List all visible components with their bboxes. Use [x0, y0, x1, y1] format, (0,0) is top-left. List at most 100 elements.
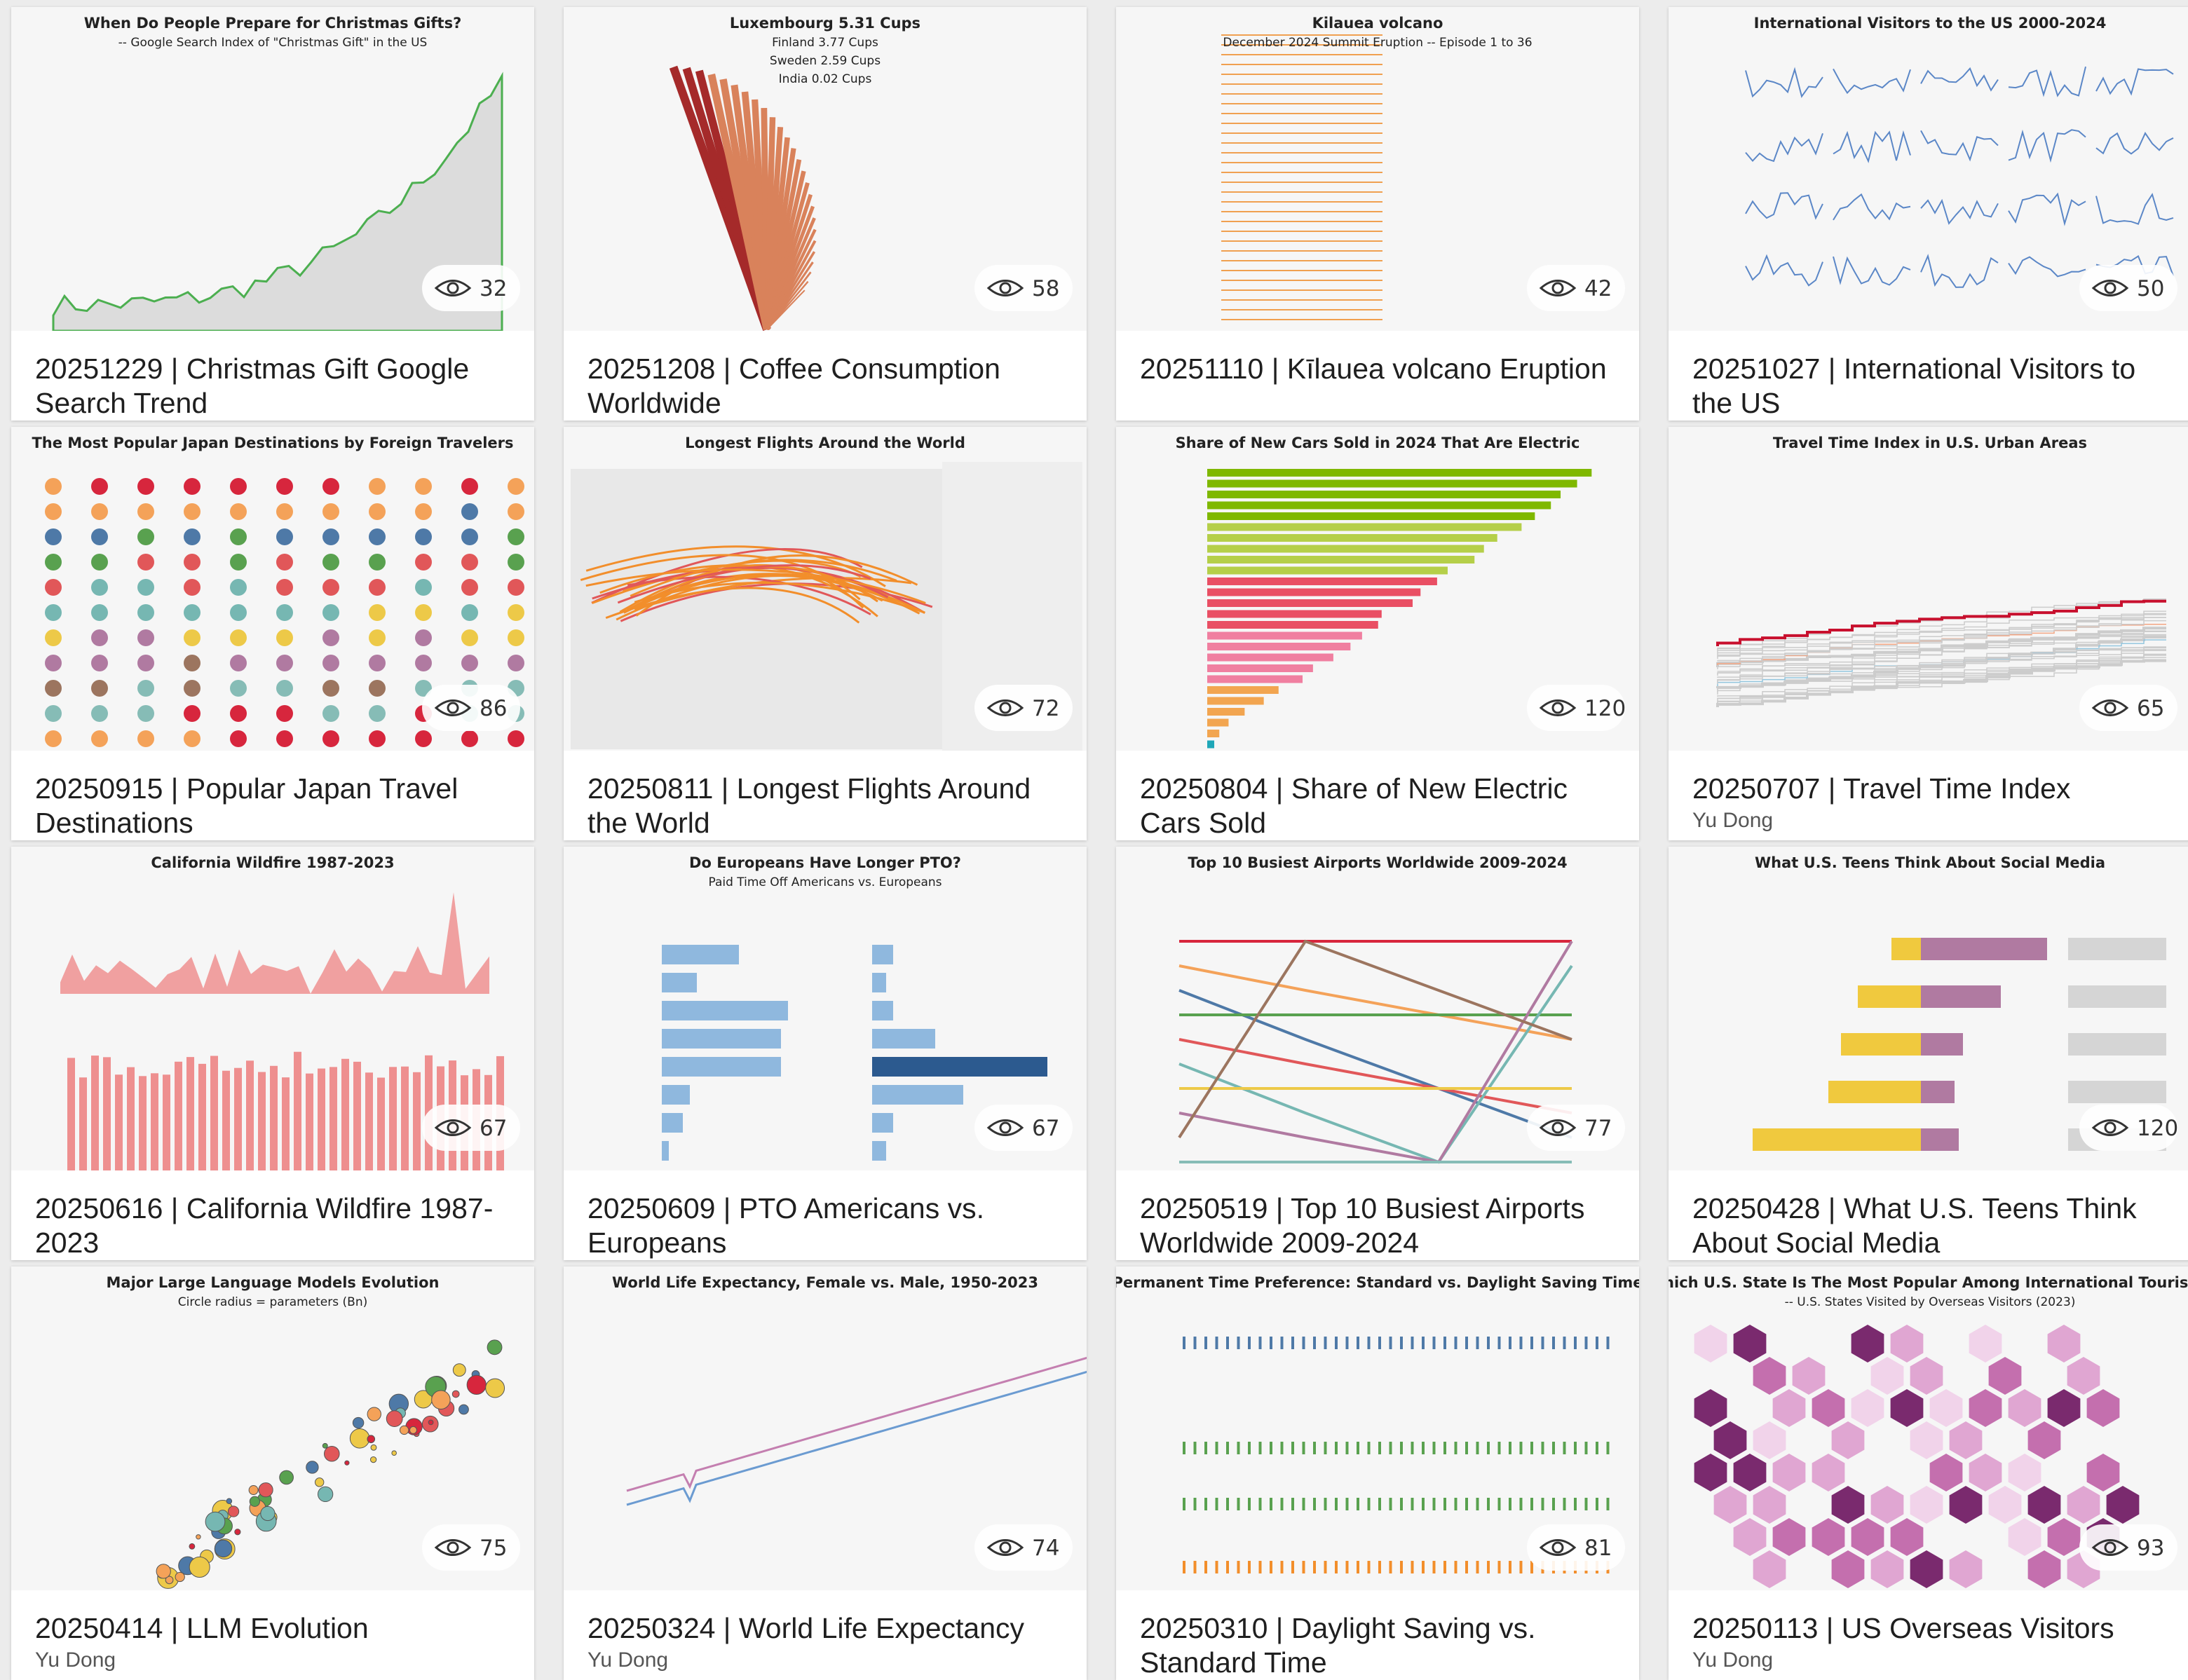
gallery-card[interactable]: Travel Time Index in U.S. Urban Areas 65 2…	[1669, 427, 2188, 840]
gallery-card[interactable]: The Most Popular Japan Destinations by F…	[11, 427, 534, 840]
person-icon	[1400, 1442, 1403, 1454]
gallery-card[interactable]: Longest Flights Around the World 72 202508…	[564, 427, 1087, 840]
dot	[461, 730, 478, 747]
person-icon	[1248, 1561, 1251, 1573]
thumbnail[interactable]: The Most Popular Japan Destinations by F…	[11, 427, 534, 751]
thumbnail[interactable]: California Wildfire 1987-2023 67	[11, 847, 534, 1170]
dot	[45, 730, 62, 747]
gallery-card[interactable]: California Wildfire 1987-2023 67 20250616 …	[11, 847, 534, 1260]
bar-shape	[1207, 479, 1577, 488]
card-title: 20250324 | World Life Expectancy	[587, 1612, 1025, 1644]
bar-shape	[1207, 653, 1333, 662]
eye-icon	[1539, 280, 1577, 296]
dot	[461, 554, 478, 571]
gallery-card[interactable]: Major Large Language Models Evolution Cir…	[11, 1266, 534, 1680]
hex	[1733, 1518, 1767, 1556]
gallery-card[interactable]: Permanent Time Preference: Standard vs. …	[1116, 1266, 1639, 1680]
bar-shape	[1753, 1128, 1921, 1151]
eye-icon	[2091, 1119, 2129, 1136]
person-icon	[1432, 1442, 1436, 1454]
dot	[137, 655, 154, 671]
gallery-card[interactable]: What U.S. Teens Think About Social Media…	[1669, 847, 2188, 1260]
gallery-card[interactable]: International Visitors to the US 2000-20…	[1669, 7, 2188, 421]
eye-pupil	[999, 702, 1012, 714]
dot	[369, 705, 386, 722]
mini-line	[1833, 130, 1911, 163]
dot	[508, 528, 524, 545]
dot	[91, 680, 108, 697]
person-icon	[1563, 1498, 1566, 1510]
dot	[91, 579, 108, 596]
bar-shape	[341, 1058, 349, 1170]
thumbnail[interactable]: Luxembourg 5.31 Cups Finland 3.77 Cups Swe…	[564, 7, 1087, 331]
person-icon	[1476, 1337, 1479, 1349]
bar-shape	[151, 1073, 158, 1170]
bubble	[260, 1505, 276, 1522]
gallery-card[interactable]: Which U.S. State Is The Most Popular Amo…	[1669, 1266, 2188, 1680]
gallery-card[interactable]: Share of New Cars Sold in 2024 That Are …	[1116, 427, 1639, 840]
flight	[580, 554, 861, 601]
thumbnail[interactable]: International Visitors to the US 2000-20…	[1669, 7, 2188, 331]
bar-shape	[662, 1001, 788, 1020]
dot	[322, 503, 339, 520]
thumbnail[interactable]: Top 10 Busiest Airports Worldwide 2009-2…	[1116, 847, 1639, 1170]
thumbnail[interactable]: World Life Expectancy, Female vs. Male, …	[564, 1266, 1087, 1590]
gallery-card[interactable]: When Do People Prepare for Christmas Gif…	[11, 7, 534, 421]
person-icon	[1465, 1337, 1468, 1349]
dot	[137, 503, 154, 520]
dot	[276, 655, 293, 671]
bubble	[189, 1556, 210, 1578]
person-icon	[1476, 1498, 1479, 1510]
gallery-card[interactable]: Kilauea volcano December 2024 Summit Erup…	[1116, 7, 1639, 421]
bar-shape	[1207, 664, 1313, 672]
dot	[45, 680, 62, 697]
gallery-card[interactable]: Luxembourg 5.31 Cups Finland 3.77 Cups Swe…	[564, 7, 1087, 421]
thumbnail[interactable]: Major Large Language Models Evolution Cir…	[11, 1266, 534, 1590]
person-icon	[1357, 1561, 1359, 1573]
person-icon	[1574, 1498, 1577, 1510]
bar-shape	[872, 1057, 1047, 1077]
person-icon	[1530, 1442, 1533, 1454]
bar-shape	[1207, 599, 1413, 607]
view-badge: 75	[422, 1524, 520, 1571]
thumbnail[interactable]: Share of New Cars Sold in 2024 That Are …	[1116, 427, 1639, 751]
gallery-card[interactable]: Do Europeans Have Longer PTO? Paid Time O…	[564, 847, 1087, 1260]
bar-shape	[1921, 938, 2047, 960]
bar-shape	[1207, 631, 1362, 640]
bubble	[369, 1456, 377, 1463]
person-icon	[1454, 1442, 1457, 1454]
dot	[91, 705, 108, 722]
thumbnail[interactable]: Permanent Time Preference: Standard vs. …	[1116, 1266, 1639, 1590]
dot	[369, 655, 386, 671]
hex	[1969, 1325, 2002, 1363]
thumbnail[interactable]: Longest Flights Around the World 72	[564, 427, 1087, 751]
gallery-card[interactable]: Top 10 Busiest Airports Worldwide 2009-2…	[1116, 847, 1639, 1260]
dot	[45, 629, 62, 646]
bar-shape	[2068, 985, 2166, 1008]
person-icon	[1237, 1561, 1240, 1573]
person-icon	[1237, 1498, 1240, 1510]
dot	[415, 503, 432, 520]
thumbnail[interactable]: When Do People Prepare for Christmas Gif…	[11, 7, 534, 331]
thumbnail[interactable]: Do Europeans Have Longer PTO? Paid Time O…	[564, 847, 1087, 1170]
thumbnail[interactable]: What U.S. Teens Think About Social Media…	[1669, 847, 2188, 1170]
thumbnail[interactable]: Kilauea volcano December 2024 Summit Erup…	[1116, 7, 1639, 331]
view-count: 32	[480, 276, 507, 301]
bar-shape	[353, 1061, 361, 1170]
person-icon	[1367, 1498, 1371, 1510]
gallery-card[interactable]: World Life Expectancy, Female vs. Male, …	[564, 1266, 1087, 1680]
thumbnail[interactable]: Which U.S. State Is The Most Popular Amo…	[1669, 1266, 2188, 1590]
person-icon	[1509, 1442, 1511, 1454]
mini-line	[1920, 130, 1999, 162]
person-icon	[1215, 1442, 1218, 1454]
bubble	[165, 1576, 174, 1585]
dot	[415, 528, 432, 545]
eye-pupil	[2104, 282, 2116, 294]
eye-pupil	[447, 1121, 459, 1134]
person-icon	[1193, 1561, 1197, 1573]
card-title: 20251027 | International Visitors to the…	[1692, 353, 2136, 419]
bar-shape	[365, 1072, 373, 1170]
thumbnail[interactable]: Travel Time Index in U.S. Urban Areas 65	[1669, 427, 2188, 751]
person-icon	[1552, 1337, 1555, 1349]
dot	[276, 579, 293, 596]
